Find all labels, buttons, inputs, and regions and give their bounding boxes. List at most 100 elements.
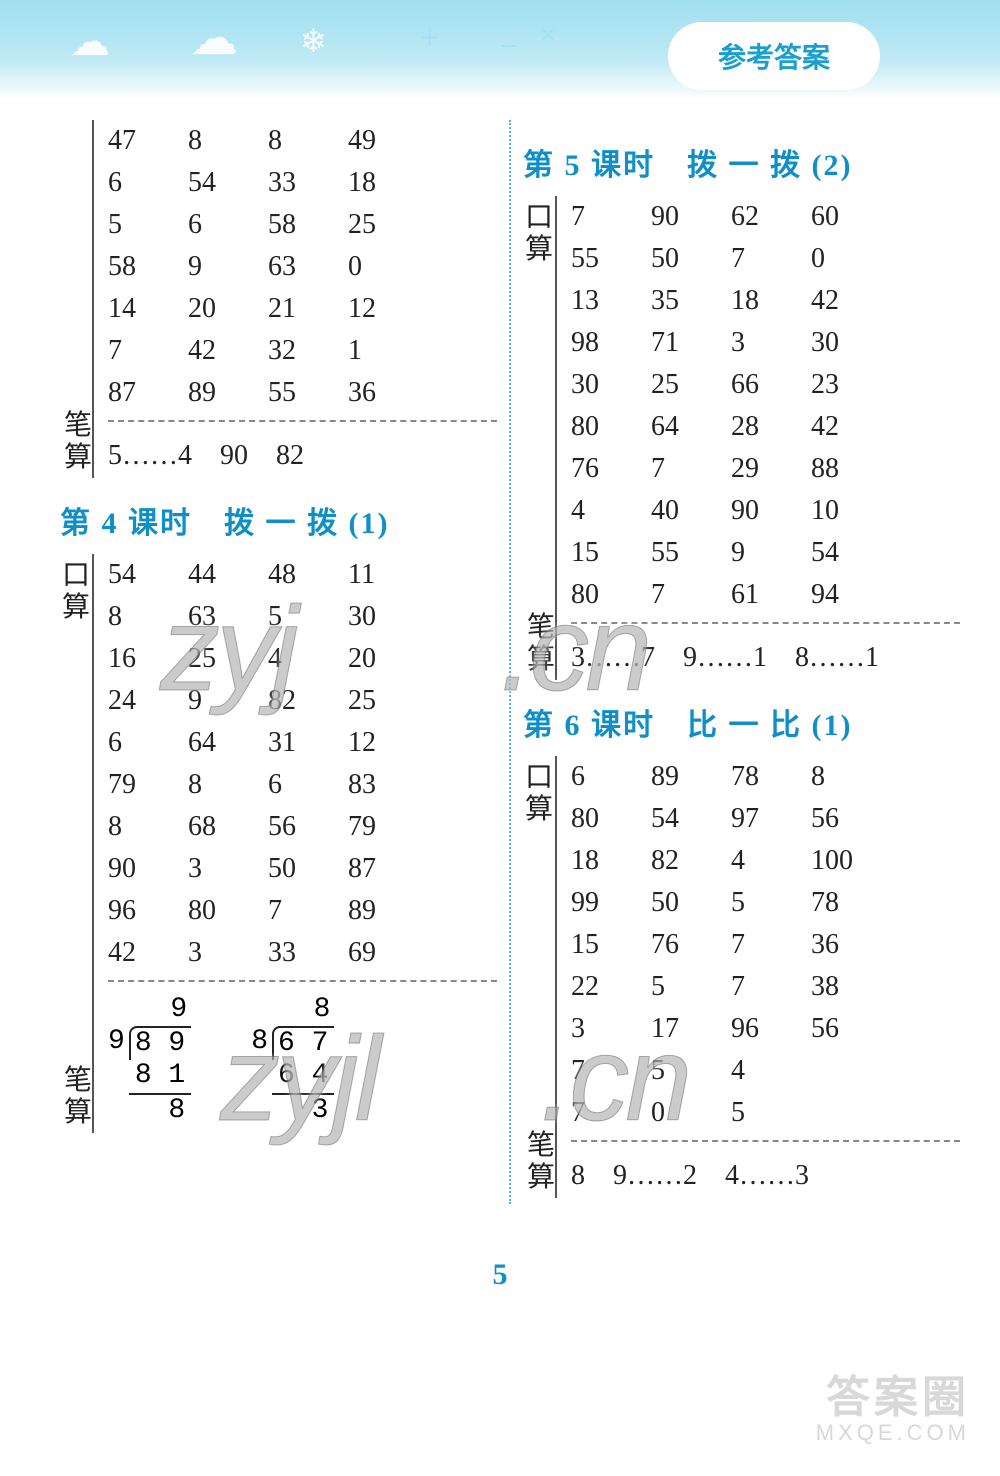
num-cell: 4 [571, 495, 651, 527]
num-cell: 99 [571, 887, 651, 919]
num-row: 689788 [571, 756, 960, 798]
num-cell: 5 [651, 971, 731, 1003]
dash-divider [108, 420, 497, 422]
bisuan-label: 笔算 [525, 606, 557, 676]
bisuan-row: 3……7 9……1 8……1 [571, 630, 960, 680]
num-cell: 24 [108, 685, 188, 717]
num-cell: 71 [651, 327, 731, 359]
num-row: 742321 [108, 330, 497, 372]
num-cell [811, 1055, 891, 1087]
num-cell: 1 [348, 335, 428, 367]
num-row: 80642842 [571, 406, 960, 448]
num-cell: 36 [811, 929, 891, 961]
num-cell: 3 [188, 853, 268, 885]
num-cell: 40 [651, 495, 731, 527]
num-cell: 82 [651, 845, 731, 877]
num-cell: 0 [651, 1097, 731, 1129]
num-cell: 13 [571, 285, 651, 317]
num-row: 798683 [108, 764, 497, 806]
num-cell: 6 [268, 769, 348, 801]
num-cell: 30 [348, 601, 428, 633]
num-cell: 96 [731, 1013, 811, 1045]
num-cell: 94 [811, 579, 891, 611]
num-cell: 18 [731, 285, 811, 317]
dash-divider [571, 622, 960, 624]
num-cell: 30 [811, 327, 891, 359]
plus-icon: + [420, 20, 439, 58]
page: ☁ ☁ ❄ + − × 参考答案 47884965433185658255896… [0, 0, 1000, 1476]
num-cell: 90 [651, 201, 731, 233]
num-cell: 60 [811, 201, 891, 233]
num-row: 705 [571, 1092, 960, 1134]
num-cell: 32 [268, 335, 348, 367]
num-cell: 8 [268, 125, 348, 157]
num-cell: 64 [188, 727, 268, 759]
num-cell: 68 [188, 811, 268, 843]
num-cell: 96 [108, 895, 188, 927]
num-row: 555070 [571, 238, 960, 280]
num-cell: 56 [268, 811, 348, 843]
num-cell: 18 [348, 167, 428, 199]
num-cell: 3 [571, 1013, 651, 1045]
num-cell: 49 [348, 125, 428, 157]
num-row: 589630 [108, 246, 497, 288]
num-cell: 44 [188, 559, 268, 591]
num-row: 9950578 [571, 882, 960, 924]
answers-pill: 参考答案 [668, 22, 880, 90]
num-cell: 7 [571, 1097, 651, 1129]
num-cell: 97 [731, 803, 811, 835]
num-cell: 12 [348, 293, 428, 325]
num-cell: 80 [571, 803, 651, 835]
kousuan-label: 口算 [60, 554, 92, 1133]
num-cell: 87 [348, 853, 428, 885]
num-cell: 0 [811, 243, 891, 275]
bisuan-label: 笔算 [62, 404, 94, 474]
footer-watermark: 答案圈 MXQE.COM [816, 1376, 970, 1446]
num-row: 30256623 [571, 364, 960, 406]
num-cell: 8 [811, 761, 891, 793]
num-cell: 62 [731, 201, 811, 233]
snowflake-icon: ❄ [300, 22, 327, 60]
num-cell: 9 [188, 251, 268, 283]
num-cell: 54 [651, 803, 731, 835]
num-cell: 66 [731, 369, 811, 401]
num-row: 478849 [108, 120, 497, 162]
num-row: 863530 [108, 596, 497, 638]
top-block: 4788496543318565825589630142021127423218… [60, 120, 497, 478]
num-cell: 6 [108, 167, 188, 199]
num-cell: 9 [731, 537, 811, 569]
top-block-body: 4788496543318565825589630142021127423218… [92, 120, 497, 478]
long-division: 8 86 7 6 4 3 [251, 994, 334, 1127]
num-cell: 78 [731, 761, 811, 793]
num-cell: 25 [348, 209, 428, 241]
num-cell: 8 [188, 125, 268, 157]
num-cell: 63 [268, 251, 348, 283]
num-cell: 5 [651, 1055, 731, 1087]
bisuan-label: 笔算 [525, 1124, 557, 1194]
num-row: 7672988 [571, 448, 960, 490]
section-4-title: 第 4 课时 拨 一 拨 (1) [60, 498, 497, 542]
num-cell: 12 [348, 727, 428, 759]
num-cell: 20 [348, 643, 428, 675]
num-cell: 9 [188, 685, 268, 717]
num-row: 225738 [571, 966, 960, 1008]
num-row: 9680789 [108, 890, 497, 932]
num-cell: 58 [108, 251, 188, 283]
num-cell: 6 [108, 727, 188, 759]
num-cell: 7 [268, 895, 348, 927]
num-cell: 3 [188, 937, 268, 969]
times-icon: × [540, 20, 556, 52]
num-cell: 0 [348, 251, 428, 283]
num-cell: 7 [651, 579, 731, 611]
num-row: 4409010 [571, 490, 960, 532]
num-cell: 3 [731, 327, 811, 359]
page-number: 5 [0, 1244, 1000, 1332]
num-cell: 90 [108, 853, 188, 885]
left-column: 4788496543318565825589630142021127423218… [60, 120, 497, 1204]
num-row: 54444811 [108, 554, 497, 596]
num-cell: 58 [268, 209, 348, 241]
num-cell: 5 [731, 887, 811, 919]
num-cell: 30 [571, 369, 651, 401]
num-cell: 7 [731, 929, 811, 961]
num-cell: 56 [811, 803, 891, 835]
